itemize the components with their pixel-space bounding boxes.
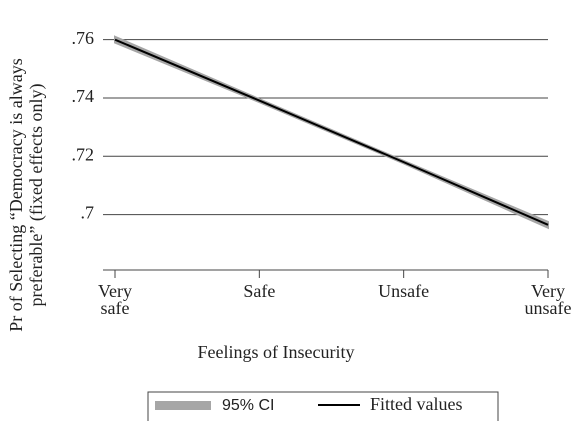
fitted-line (114, 38, 549, 226)
legend-label: 95% CI (222, 397, 274, 414)
x-axis-label: Feelings of Insecurity (198, 342, 355, 362)
x-tick-label: Safe (243, 281, 276, 301)
legend-swatch (155, 401, 211, 410)
y-axis-label: Pr of Selecting “Democracy is always (6, 58, 26, 331)
x-tick-label: Very safe (98, 281, 132, 318)
y-tick-label: .72 (72, 144, 95, 164)
legend-label: Fitted values (370, 394, 463, 414)
y-tick-label: .7 (81, 203, 95, 223)
y-tick-label: .76 (72, 28, 95, 48)
x-tick-label: Unsafe (378, 281, 430, 301)
y-axis-label: preferable” (fixed effects only) (26, 83, 47, 306)
y-tick-label: .74 (72, 86, 95, 106)
legend-box (147, 391, 499, 421)
x-tick-label: Very unsafe (524, 281, 572, 318)
